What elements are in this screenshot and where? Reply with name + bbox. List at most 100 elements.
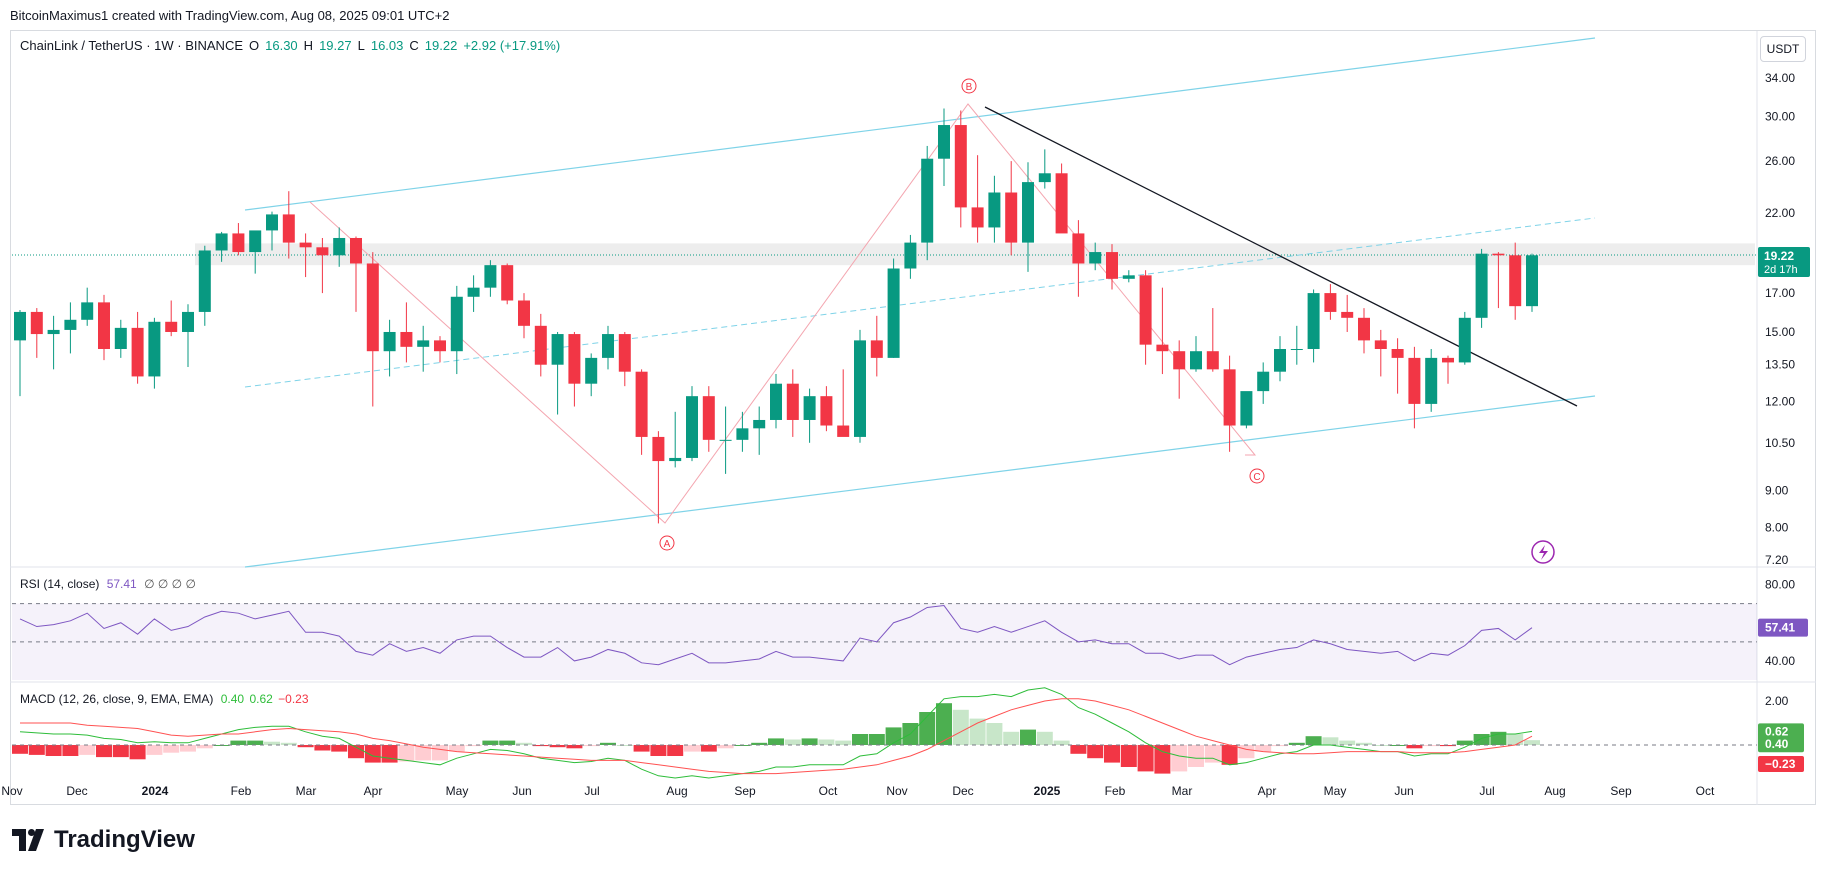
candle-body bbox=[904, 242, 917, 269]
rsi-value-badge-label: 57.41 bbox=[1765, 621, 1795, 635]
candle-body bbox=[1106, 252, 1118, 279]
price-tick-label: 30.00 bbox=[1765, 110, 1795, 124]
macd-histogram-bar bbox=[1137, 745, 1154, 772]
tradingview-logo[interactable]: TradingView bbox=[12, 826, 195, 854]
rsi-tick-label: 80.00 bbox=[1765, 578, 1795, 592]
candle-body bbox=[1005, 192, 1018, 243]
time-axis-label: Jun bbox=[512, 784, 531, 798]
candle-body bbox=[1274, 349, 1286, 372]
macd-histogram-bar bbox=[1272, 745, 1288, 747]
candle-body bbox=[770, 383, 782, 420]
candle-body bbox=[1341, 311, 1354, 318]
candle-body bbox=[1072, 233, 1085, 264]
macd-histogram-bar bbox=[717, 745, 734, 749]
candle-body bbox=[618, 334, 631, 372]
time-axis-label: Feb bbox=[1105, 784, 1126, 798]
macd-histogram-bar bbox=[1120, 745, 1137, 767]
candle-body bbox=[568, 334, 581, 384]
time-axis-label: Jul bbox=[1479, 784, 1494, 798]
candle-body bbox=[366, 263, 379, 352]
macd-histogram-bar bbox=[801, 738, 818, 745]
candle-body bbox=[383, 331, 396, 352]
candle-body bbox=[1022, 182, 1034, 243]
candle-body bbox=[1156, 344, 1169, 352]
candle-body bbox=[1442, 357, 1454, 363]
macd-histogram-bar bbox=[952, 709, 969, 745]
macd-histogram-bar bbox=[465, 745, 482, 747]
candle-body bbox=[1139, 275, 1152, 345]
macd-histogram-bar bbox=[381, 745, 398, 763]
candle-body bbox=[47, 329, 60, 335]
macd-histogram-bar bbox=[247, 740, 264, 745]
macd-histogram-bar bbox=[482, 740, 499, 745]
candle-body bbox=[1290, 349, 1303, 351]
currency-button[interactable]: USDT bbox=[1760, 36, 1806, 62]
macd-histogram-bar bbox=[297, 745, 314, 748]
macd-histogram-bar bbox=[79, 745, 96, 755]
candle-body bbox=[282, 214, 295, 243]
macd-histogram-bar bbox=[364, 745, 381, 763]
time-axis-label: 2024 bbox=[142, 784, 169, 798]
candle-body bbox=[1240, 391, 1253, 426]
candle-body bbox=[249, 230, 262, 253]
macd-histogram-bar bbox=[1288, 742, 1305, 745]
time-axis-label: May bbox=[446, 784, 469, 798]
time-axis-label: May bbox=[1324, 784, 1347, 798]
candle-body bbox=[1173, 351, 1186, 370]
macd-histogram-bar bbox=[28, 745, 45, 755]
candle-body bbox=[299, 242, 312, 248]
candle-body bbox=[131, 327, 144, 377]
macd-label: MACD (12, 26, close, 9, EMA, EMA) bbox=[20, 692, 214, 706]
channel-mid-line bbox=[244, 217, 1596, 388]
macd-histogram-bar bbox=[1473, 734, 1490, 745]
time-axis-label: Apr bbox=[364, 784, 383, 798]
wave-label-a: A bbox=[664, 539, 671, 550]
candle-body bbox=[652, 436, 665, 462]
symbol-name: ChainLink / TetherUS · 1W · BINANCE bbox=[20, 38, 243, 53]
macd-signal-line bbox=[20, 698, 1533, 775]
candle-body bbox=[266, 214, 278, 231]
rsi-value-badge bbox=[1758, 618, 1808, 637]
alert-bolt-glyph bbox=[1539, 545, 1548, 560]
macd-histogram-bar bbox=[600, 742, 616, 745]
macd-value: 0.40 bbox=[220, 692, 245, 706]
rsi-label: RSI (14, close) bbox=[20, 577, 100, 591]
candle-body bbox=[81, 302, 94, 320]
macd-histogram-bar bbox=[1322, 737, 1339, 745]
macd-histogram-bar bbox=[566, 745, 583, 749]
macd-histogram-bar bbox=[180, 745, 196, 752]
time-axis-label: Oct bbox=[819, 784, 838, 798]
candle-body bbox=[719, 439, 732, 441]
chart-frame[interactable] bbox=[10, 30, 1816, 805]
rsi-line bbox=[19, 605, 1533, 666]
candle-body bbox=[350, 237, 362, 264]
change-value: +2.92 (+17.91%) bbox=[463, 38, 561, 53]
macd-histogram-bar bbox=[1456, 740, 1473, 745]
macd-badge-label: 0.62 bbox=[1765, 724, 1789, 738]
candle-body bbox=[1257, 371, 1270, 392]
candle-body bbox=[1055, 173, 1068, 234]
macd-histogram-bar bbox=[1087, 745, 1104, 759]
candle-body bbox=[585, 357, 598, 384]
price-tick-label: 12.00 bbox=[1765, 394, 1795, 408]
candle-body bbox=[198, 250, 211, 312]
candle-body bbox=[148, 321, 161, 377]
wave-label-c-circle bbox=[1249, 468, 1265, 484]
price-tick-label: 17.00 bbox=[1765, 286, 1795, 300]
candle-body bbox=[98, 302, 110, 350]
time-axis-label: Sep bbox=[1610, 784, 1632, 798]
candle-body bbox=[518, 300, 530, 326]
macd-histogram-bar bbox=[1524, 740, 1540, 745]
macd-histogram-bar bbox=[1255, 745, 1272, 752]
time-axis-label: Mar bbox=[296, 784, 317, 798]
price-tick-label: 13.50 bbox=[1765, 358, 1795, 372]
macd-histogram-bar bbox=[936, 703, 952, 745]
rsi-tick-label: 40.00 bbox=[1765, 654, 1795, 668]
channel-upper-line bbox=[244, 37, 1596, 211]
macd-histogram-bar bbox=[784, 739, 801, 745]
candle-body bbox=[1475, 253, 1488, 318]
macd-histogram-bar bbox=[499, 740, 516, 745]
time-axis-label: Nov bbox=[1, 784, 22, 798]
macd-histogram-bar bbox=[129, 745, 146, 760]
